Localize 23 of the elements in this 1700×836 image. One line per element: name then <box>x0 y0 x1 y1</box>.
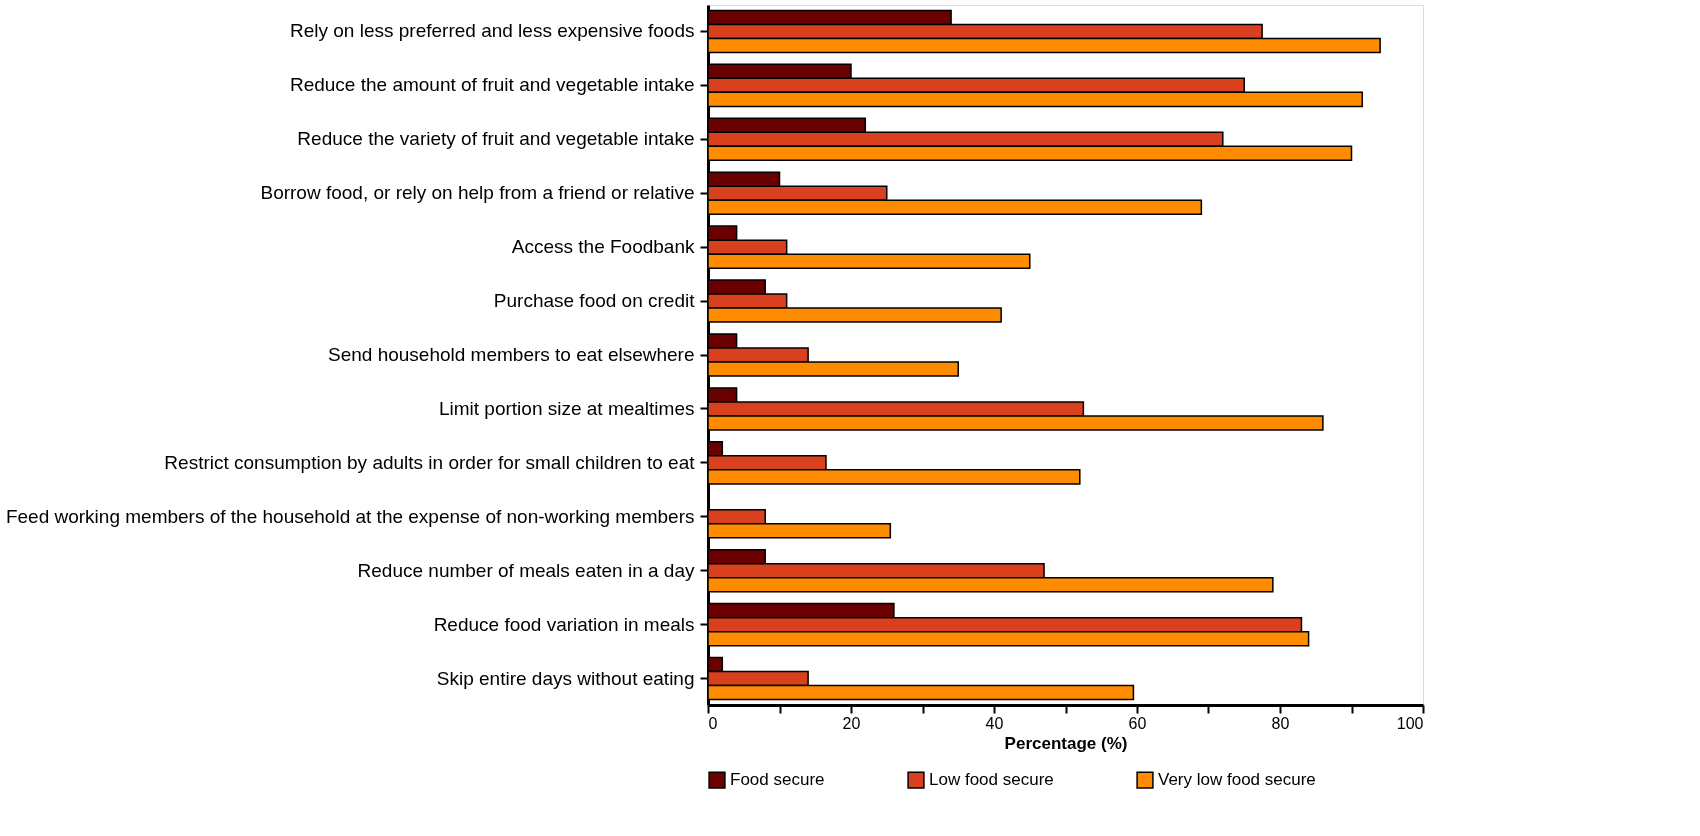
x-tick-label: 80 <box>1271 714 1290 732</box>
x-tick-label: 100 <box>1396 714 1424 732</box>
y-tick-label: Reduce the amount of fruit and vegetable intake <box>289 74 695 96</box>
y-tick-label: Rely on less preferred and less expensive foods <box>289 20 695 42</box>
x-axis-title: Percentage (%) <box>1004 733 1128 753</box>
legend-label: Low food secure <box>929 770 1054 790</box>
y-tick-label: Feed working members of the household at the expense of non-working members <box>5 505 695 527</box>
y-tick-label: Limit portion size at mealtimes <box>438 397 695 419</box>
y-tick-label: Reduce the variety of fruit and vegetable intake <box>297 128 695 150</box>
legend-label: Very low food secure <box>1158 770 1316 790</box>
x-tick-label: 40 <box>985 714 1004 732</box>
y-tick-label: Restrict consumption by adults in order for small children to eat <box>164 451 696 473</box>
y-tick-label: Reduce food variation in meals <box>433 613 695 635</box>
y-tick-label: Borrow food, or rely on help from a friend or relative <box>260 182 695 204</box>
y-tick-label: Skip entire days without eating <box>436 667 695 689</box>
x-tick-label: 20 <box>842 714 861 732</box>
y-tick-label: Access the Foodbank <box>511 236 695 258</box>
y-tick-label: Reduce number of meals eaten in a day <box>357 559 695 581</box>
legend-label: Food secure <box>730 770 825 790</box>
x-tick-label: 60 <box>1128 714 1147 732</box>
y-tick-label: Purchase food on credit <box>493 290 696 312</box>
x-tick-label: 0 <box>708 714 718 732</box>
y-tick-label: Send household members to eat elsewhere <box>327 344 695 365</box>
